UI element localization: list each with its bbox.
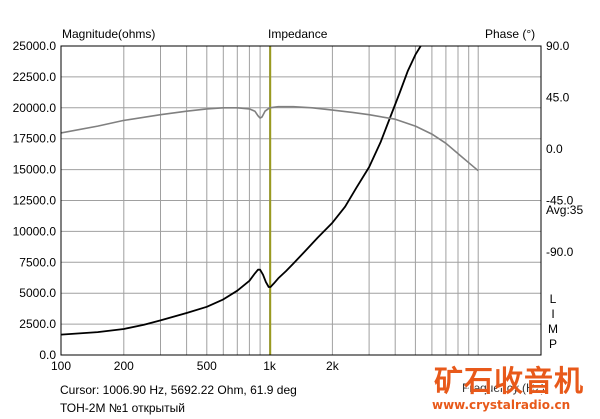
chart-title: Impedance	[268, 27, 328, 41]
y-left-tick-label: 25000.0	[13, 39, 57, 53]
y-left-tick-label: 12500.0	[13, 194, 57, 208]
y-right-tick-label: 90.0	[546, 39, 570, 53]
y-right-tick-label: 0.0	[546, 142, 563, 156]
limp-letter: P	[548, 337, 557, 351]
phase-curve	[61, 105, 479, 172]
magnitude-curve	[61, 46, 422, 336]
cursor-readout: Cursor: 1006.90 Hz, 5692.22 Ohm, 61.9 de…	[60, 383, 297, 397]
x-tick-label: 100	[51, 359, 71, 373]
x-tick-label: 2k	[326, 359, 340, 373]
x-tick-label: 200	[114, 359, 134, 373]
left-axis-title: Magnitude(ohms)	[62, 27, 156, 41]
watermark-url: www.crystalradio.cn	[432, 398, 571, 412]
x-axis-title: Frequency (Hz)	[462, 381, 545, 395]
limp-letter: I	[551, 307, 555, 321]
x-tick-label: 1k	[263, 359, 277, 373]
right-axis-title: Phase (°)	[485, 27, 536, 41]
limp-letter: L	[549, 292, 557, 306]
y-left-tick-label: 15000.0	[13, 163, 57, 177]
series-layer	[61, 46, 479, 336]
watermark: 矿石收音机 www.crystalradio.cn	[430, 358, 600, 419]
y-left-tick-label: 2500.0	[19, 317, 56, 331]
y-right-tick-label: -45.0	[546, 194, 574, 208]
watermark-logo-text: 矿石收音机	[434, 364, 585, 398]
limp-logo: L I M P	[546, 292, 560, 352]
y-left-tick-label: 10000.0	[13, 224, 57, 238]
x-tick-label: 500	[197, 359, 217, 373]
y-right-tick-label: 45.0	[546, 91, 570, 105]
y-right-tick-label: -90.0	[546, 245, 574, 259]
y-left-tick-label: 7500.0	[19, 255, 56, 269]
y-left-tick-label: 0.0	[39, 348, 56, 362]
y-left-tick-label: 22500.0	[13, 70, 57, 84]
limp-letter: M	[548, 322, 558, 336]
avg-label: Avg:35	[546, 203, 584, 217]
x-tick-labels: 100 200 500 1k 2k	[51, 359, 340, 373]
y-left-tick-label: 17500.0	[13, 132, 57, 146]
y-left-tick-label: 5000.0	[19, 286, 56, 300]
y-right-tick-labels: 90.0 45.0 0.0 -45.0 -90.0	[546, 39, 574, 259]
grid	[61, 46, 541, 355]
y-left-tick-label: 20000.0	[13, 101, 57, 115]
measurement-caption: ТОН-2М №1 открытый	[60, 401, 185, 415]
plot-frame	[60, 45, 542, 356]
y-left-tick-labels: 0.0 2500.0 5000.0 7500.0 10000.0 12500.0 15000…	[13, 39, 57, 362]
